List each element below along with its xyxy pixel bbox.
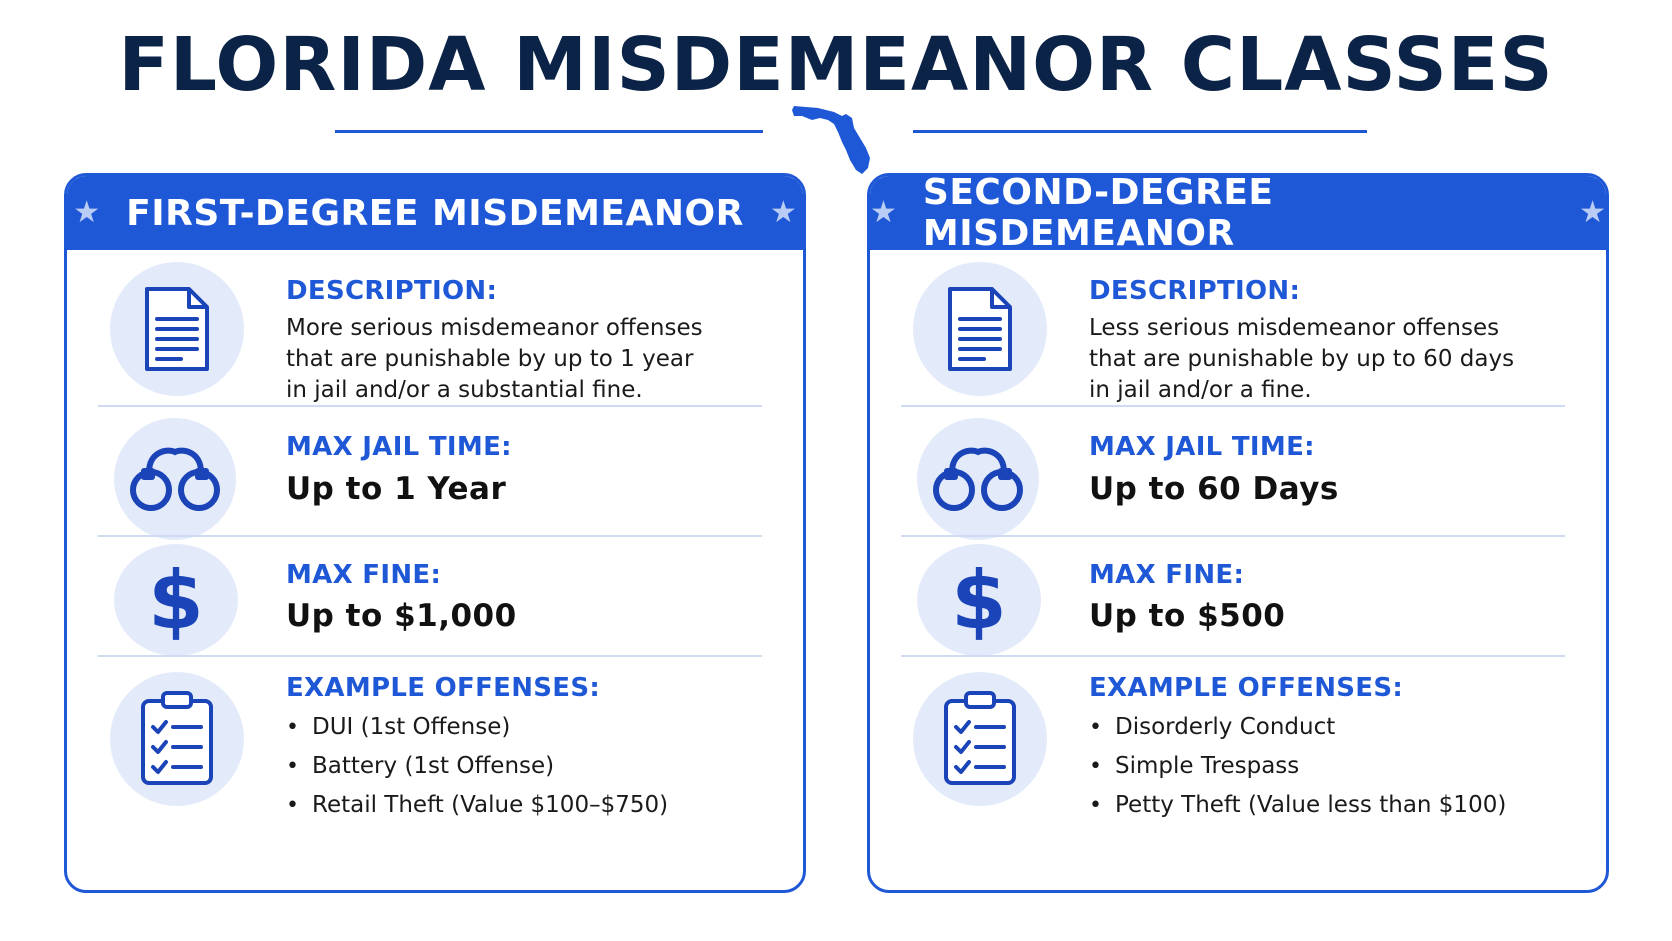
divider	[98, 535, 762, 537]
divider	[901, 535, 1565, 537]
divider	[901, 655, 1565, 657]
description-line: in jail and/or a substantial fine.	[286, 377, 643, 403]
jail-value: Up to 60 Days	[1089, 471, 1339, 507]
clipboard-checklist-icon	[913, 672, 1047, 806]
title-rule-left	[335, 130, 763, 133]
second-degree-card: ★ SECOND-DEGREE MISDEMEANOR ★ DESCRIPTIO…	[867, 173, 1609, 893]
title-rule-right	[913, 130, 1367, 133]
description-text: More serious misdemeanor offenses that a…	[286, 313, 766, 406]
star-icon: ★	[870, 195, 897, 230]
handcuffs-icon	[917, 418, 1039, 540]
divider	[901, 405, 1565, 407]
examples-label: EXAMPLE OFFENSES:	[286, 673, 601, 703]
fine-value: Up to $1,000	[286, 598, 517, 634]
offense-list: DUI (1st Offense) Battery (1st Offense) …	[286, 708, 668, 825]
description-line: Less serious misdemeanor offenses	[1089, 315, 1500, 341]
jail-label: MAX JAIL TIME:	[1089, 432, 1315, 462]
document-icon	[110, 262, 244, 396]
jail-value: Up to 1 Year	[286, 471, 507, 507]
description-line: More serious misdemeanor offenses	[286, 315, 703, 341]
first-degree-card: ★ FIRST-DEGREE MISDEMEANOR ★ DESCRIPTION…	[64, 173, 806, 893]
document-icon	[913, 262, 1047, 396]
list-item: DUI (1st Offense)	[286, 708, 668, 747]
card-header: ★ SECOND-DEGREE MISDEMEANOR ★	[870, 176, 1606, 254]
star-icon: ★	[1579, 195, 1606, 230]
examples-label: EXAMPLE OFFENSES:	[1089, 673, 1404, 703]
divider	[98, 655, 762, 657]
fine-label: MAX FINE:	[286, 560, 442, 590]
list-item: Petty Theft (Value less than $100)	[1089, 786, 1506, 825]
description-line: in jail and/or a fine.	[1089, 377, 1312, 403]
star-icon: ★	[769, 195, 797, 230]
description-label: DESCRIPTION:	[286, 276, 498, 306]
list-item: Retail Theft (Value $100–$750)	[286, 786, 668, 825]
jail-label: MAX JAIL TIME:	[286, 432, 512, 462]
card-heading: FIRST-DEGREE MISDEMEANOR	[126, 192, 744, 234]
description-line: that are punishable by up to 1 year	[286, 346, 694, 372]
description-text: Less serious misdemeanor offenses that a…	[1089, 313, 1569, 406]
fine-label: MAX FINE:	[1089, 560, 1245, 590]
list-item: Simple Trespass	[1089, 747, 1506, 786]
list-item: Battery (1st Offense)	[286, 747, 668, 786]
fine-value: Up to $500	[1089, 598, 1286, 634]
description-line: that are punishable by up to 60 days	[1089, 346, 1515, 372]
star-icon: ★	[73, 195, 101, 230]
divider	[98, 405, 762, 407]
page-title: FLORIDA MISDEMEANOR CLASSES	[118, 22, 1554, 108]
description-label: DESCRIPTION:	[1089, 276, 1301, 306]
list-item: Disorderly Conduct	[1089, 708, 1506, 747]
florida-map-icon	[792, 106, 870, 174]
card-heading: SECOND-DEGREE MISDEMEANOR	[922, 173, 1274, 254]
dollar-icon: $	[917, 544, 1041, 656]
dollar-icon: $	[114, 544, 238, 656]
handcuffs-icon	[114, 418, 236, 540]
card-header: ★ FIRST-DEGREE MISDEMEANOR ★	[67, 176, 803, 250]
offense-list: Disorderly Conduct Simple Trespass Petty…	[1089, 708, 1506, 825]
clipboard-checklist-icon	[110, 672, 244, 806]
